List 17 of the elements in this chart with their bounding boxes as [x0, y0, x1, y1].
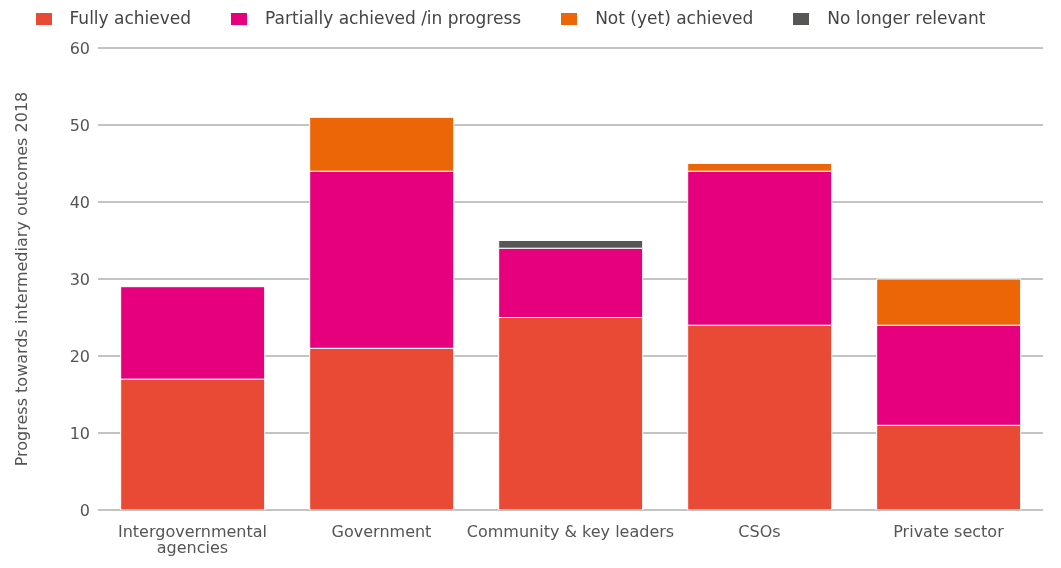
legend-label: No longer relevant [827, 8, 986, 28]
x-tick-label: Community & key leaders [466, 522, 675, 542]
y-tick-label: 20 [69, 346, 90, 366]
x-tick-label: CSOs [738, 522, 781, 542]
y-tick-label: 10 [69, 423, 90, 443]
legend-label: Fully achieved [69, 8, 192, 28]
y-tick-label: 60 [69, 38, 90, 58]
y-tick-label: 50 [69, 115, 90, 135]
y-tick-label: 40 [69, 192, 90, 212]
y-axis-title: Progress towards intermediary outcomes 2018 [11, 91, 31, 467]
legend-label: Partially achieved /in progress [265, 8, 522, 28]
y-tick-label: 0 [79, 500, 90, 520]
y-tick-label: 30 [69, 269, 90, 289]
x-tick-label: Private sector [893, 522, 1005, 542]
x-tick-label: Government [331, 522, 432, 542]
legend-label: Not (yet) achieved [595, 8, 754, 28]
x-tick-label: Intergovernmental agencies [117, 522, 268, 558]
